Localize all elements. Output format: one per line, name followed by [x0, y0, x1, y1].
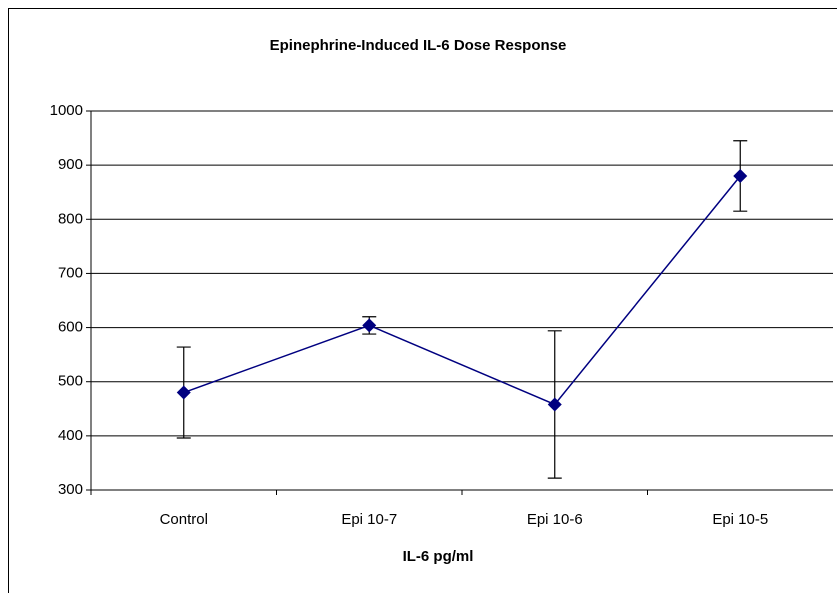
y-tick-label: 900	[58, 156, 83, 173]
x-tick-label: Epi 10-7	[341, 511, 397, 528]
y-tick-label: 400	[58, 427, 83, 444]
series-line	[183, 175, 741, 406]
y-tick-label: 700	[58, 264, 83, 281]
y-tick-label: 800	[58, 210, 83, 227]
chart-border	[8, 8, 837, 593]
data-point	[547, 397, 562, 412]
data-point	[733, 168, 748, 183]
data-point	[362, 318, 377, 333]
y-tick-label: 1000	[50, 102, 83, 119]
x-axis-label: IL-6 pg/ml	[403, 548, 474, 565]
x-tick-label: Epi 10-6	[527, 511, 583, 528]
y-tick-label: 600	[58, 319, 83, 336]
chart-title: Epinephrine-Induced IL-6 Dose Response	[270, 37, 567, 54]
y-tick-label: 300	[58, 481, 83, 498]
x-tick-label: Control	[160, 511, 208, 528]
data-point	[176, 385, 191, 400]
x-tick-label: Epi 10-5	[712, 511, 768, 528]
y-tick-label: 500	[58, 373, 83, 390]
